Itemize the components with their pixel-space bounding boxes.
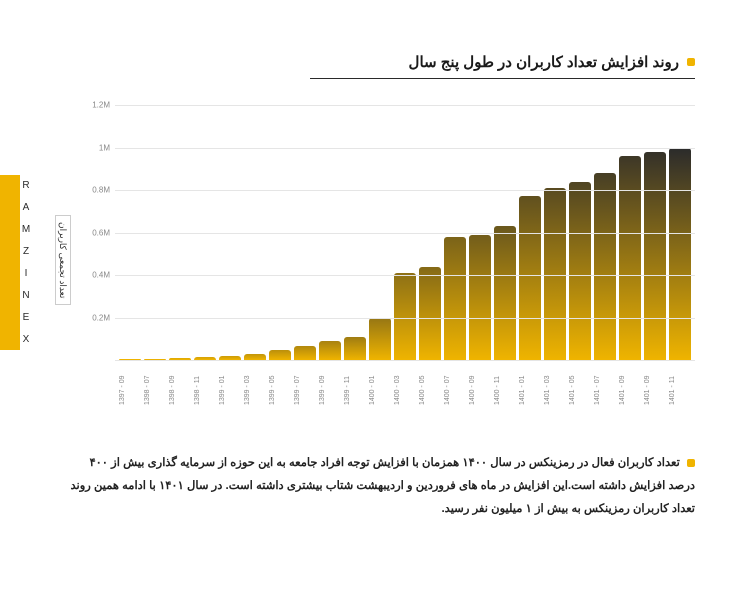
bar — [569, 182, 591, 361]
bar — [394, 273, 416, 360]
y-tick-label: 0.2M — [80, 313, 110, 322]
y-tick-label: 0.6M — [80, 228, 110, 237]
x-tick-label: 1400 - 11 — [494, 365, 516, 415]
y-tick-label: 1M — [80, 143, 110, 152]
x-tick-label: 1400 - 09 — [469, 365, 491, 415]
x-tick-label: 1401 - 09 — [644, 365, 666, 415]
bar — [669, 148, 691, 361]
description-block: تعداد کاربران فعال در رمزینکس در سال ۱۴۰… — [70, 452, 695, 521]
side-accent — [0, 175, 20, 350]
bar — [619, 156, 641, 360]
x-tick-label: 1399 - 07 — [294, 365, 316, 415]
bar — [419, 267, 441, 361]
grid-line — [115, 105, 695, 106]
x-tick-label: 1398 - 09 — [169, 365, 191, 415]
grid-line — [115, 275, 695, 276]
chart-title: روند افزایش تعداد کاربران در طول پنج سال — [409, 53, 679, 71]
title-underline — [310, 78, 695, 79]
bar — [369, 318, 391, 361]
x-tick-label: 1399 - 05 — [269, 365, 291, 415]
x-tick-label: 1399 - 01 — [219, 365, 241, 415]
x-tick-label: 1399 - 11 — [344, 365, 366, 415]
x-tick-label: 1399 - 03 — [244, 365, 266, 415]
x-tick-label: 1400 - 07 — [444, 365, 466, 415]
chart-area: تعداد تجمعی کاربران 1397 - 091398 - 0713… — [60, 95, 695, 415]
x-tick-label: 1401 - 09 — [619, 365, 641, 415]
plot: 1397 - 091398 - 071398 - 091398 - 111399… — [115, 105, 695, 360]
bar — [294, 346, 316, 360]
description-text: تعداد کاربران فعال در رمزینکس در سال ۱۴۰… — [70, 452, 695, 521]
x-tick-label: 1400 - 03 — [394, 365, 416, 415]
x-tick-label: 1401 - 11 — [669, 365, 691, 415]
bar — [644, 152, 666, 360]
x-tick-label: 1398 - 07 — [144, 365, 166, 415]
y-axis-label: تعداد تجمعی کاربران — [55, 215, 71, 305]
bar — [544, 188, 566, 360]
bar — [269, 350, 291, 360]
brand-vertical: RAMZINEX — [22, 175, 34, 350]
x-labels: 1397 - 091398 - 071398 - 091398 - 111399… — [115, 365, 695, 415]
chart-title-row: روند افزایش تعداد کاربران در طول پنج سال — [409, 53, 695, 71]
x-tick-label: 1397 - 09 — [119, 365, 141, 415]
bar — [494, 226, 516, 360]
description-content: تعداد کاربران فعال در رمزینکس در سال ۱۴۰… — [70, 457, 695, 515]
y-tick-label: 0.8M — [80, 186, 110, 195]
bullet-icon — [687, 58, 695, 66]
bar — [344, 337, 366, 360]
grid-line — [115, 360, 695, 361]
y-tick-label: 0.4M — [80, 271, 110, 280]
bar — [444, 237, 466, 360]
bar — [594, 173, 616, 360]
grid-line — [115, 233, 695, 234]
x-tick-label: 1400 - 05 — [419, 365, 441, 415]
x-tick-label: 1401 - 07 — [594, 365, 616, 415]
x-tick-label: 1398 - 11 — [194, 365, 216, 415]
bar — [519, 196, 541, 360]
grid-line — [115, 190, 695, 191]
x-tick-label: 1400 - 01 — [369, 365, 391, 415]
x-tick-label: 1399 - 09 — [319, 365, 341, 415]
x-tick-label: 1401 - 01 — [519, 365, 541, 415]
x-tick-label: 1401 - 03 — [544, 365, 566, 415]
x-tick-label: 1401 - 05 — [569, 365, 591, 415]
bullet-icon — [687, 459, 695, 467]
bar — [319, 341, 341, 360]
bar — [469, 235, 491, 360]
grid-line — [115, 148, 695, 149]
grid-line — [115, 318, 695, 319]
y-tick-label: 1.2M — [80, 101, 110, 110]
